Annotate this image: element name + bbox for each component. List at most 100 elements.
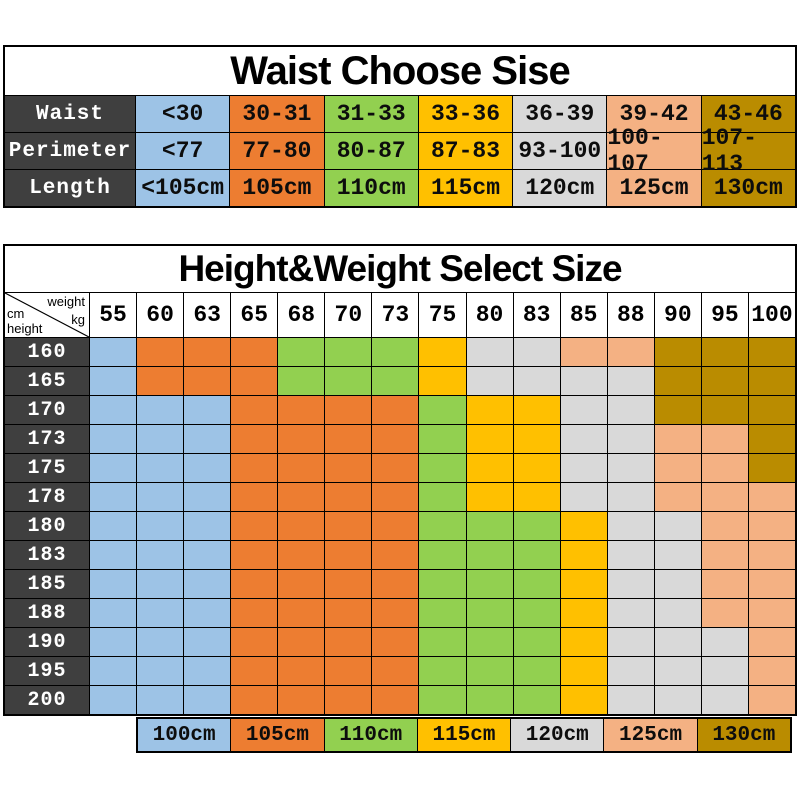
size-matrix-cell [513,628,560,656]
waist-table-cell: 105cm [230,170,324,206]
legend-item: 115cm [417,719,511,751]
size-matrix-cell [654,483,701,511]
size-matrix-cell [278,628,325,656]
waist-table-cell: 87-83 [418,133,513,169]
size-matrix-cell [184,396,231,424]
size-matrix-cell [278,512,325,540]
size-matrix-cell [231,396,278,424]
size-matrix-cell [90,454,137,482]
size-matrix-cell [325,599,372,627]
size-matrix-cell [90,338,137,366]
size-matrix-cell [748,628,795,656]
height-row-header: 180 [5,512,89,540]
size-matrix-cell [184,686,231,714]
size-matrix-cell [278,454,325,482]
size-matrix-cell [748,512,795,540]
size-matrix-cell [654,599,701,627]
size-matrix-cell [278,657,325,685]
size-matrix-cell [748,570,795,598]
waist-table-cell: 30-31 [230,96,324,132]
legend-item: 105cm [231,719,324,751]
size-matrix-cell [90,628,137,656]
size-matrix-cell [560,338,607,366]
size-matrix-cell [372,657,419,685]
waist-table-cell: 125cm [607,170,701,206]
size-matrix-cell [466,367,513,395]
size-matrix-cell [184,628,231,656]
size-matrix-cell [748,425,795,453]
size-matrix-cell [607,367,654,395]
size-matrix-cell [701,483,748,511]
size-matrix-cell [701,454,748,482]
size-matrix-cell [90,686,137,714]
size-matrix-cell [278,686,325,714]
size-matrix-cell [513,396,560,424]
size-legend: 100cm 105cm 110cm 115cm 120cm 125cm 130cm [136,717,792,753]
size-matrix-cell [466,483,513,511]
size-matrix-cell [325,367,372,395]
size-matrix-cell [419,338,466,366]
size-matrix-cell [137,396,184,424]
waist-table: Waist Choose Sise Waist <30 30-31 31-33 33-3… [3,45,797,208]
size-matrix-cell [184,425,231,453]
size-matrix-cell [325,570,372,598]
size-matrix-cell [278,483,325,511]
size-matrix-cell [560,512,607,540]
size-matrix-cell [325,338,372,366]
size-matrix-cell [654,570,701,598]
size-matrix-cell [748,657,795,685]
size-matrix-cell [654,512,701,540]
size-matrix-cell [701,338,748,366]
size-matrix-cell [466,599,513,627]
size-matrix-cell [372,541,419,569]
size-matrix-cell [419,454,466,482]
size-matrix-cell [90,599,137,627]
size-matrix-cell [184,512,231,540]
size-matrix-cell [513,599,560,627]
size-matrix-cell [701,425,748,453]
size-matrix-cell [701,512,748,540]
size-matrix-cell [278,425,325,453]
size-matrix-cell [560,657,607,685]
size-matrix-cell [748,367,795,395]
size-matrix-cell [466,541,513,569]
size-matrix-cell [466,425,513,453]
weight-column-header: 95 [701,293,748,337]
size-matrix-cell [513,657,560,685]
size-matrix-cell [278,541,325,569]
waist-table-cell: 36-39 [513,96,607,132]
size-matrix-cell [231,599,278,627]
size-matrix-cell [513,454,560,482]
size-matrix-cell [137,425,184,453]
size-matrix-cell [607,657,654,685]
size-matrix-cell [231,512,278,540]
size-matrix-cell [137,657,184,685]
size-matrix-cell [184,454,231,482]
size-matrix-cell [372,396,419,424]
size-matrix-cell [90,657,137,685]
size-matrix-cell [701,599,748,627]
size-matrix-cell [137,338,184,366]
size-matrix-cell [513,367,560,395]
row-header-perimeter: Perimeter [5,133,135,169]
weight-column-header: 85 [560,293,607,337]
size-matrix-cell [607,396,654,424]
size-matrix-cell [231,686,278,714]
size-matrix-cell [513,425,560,453]
size-matrix-cell [560,628,607,656]
size-matrix-cell [513,570,560,598]
size-matrix-cell [654,338,701,366]
waist-table-cell: 43-46 [701,96,795,132]
size-matrix-cell [701,541,748,569]
row-header-waist: Waist [5,96,135,132]
waist-table-cell: <77 [136,133,230,169]
legend-item: 130cm [697,719,790,751]
size-matrix-cell [90,512,137,540]
size-matrix-cell [513,512,560,540]
size-matrix-cell [466,628,513,656]
weight-column-header: 100 [748,293,795,337]
size-matrix-cell [607,599,654,627]
size-matrix-cell [748,541,795,569]
size-matrix-cell [701,686,748,714]
size-matrix-cell [137,599,184,627]
